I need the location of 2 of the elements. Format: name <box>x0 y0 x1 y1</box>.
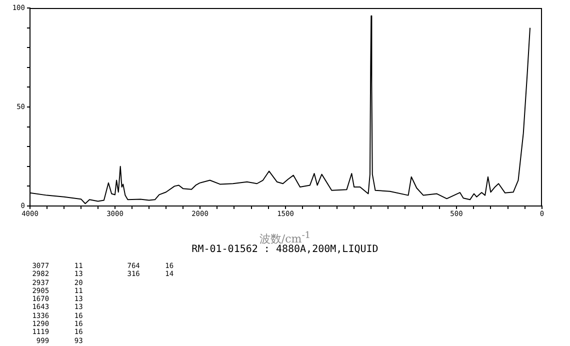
text: RM-01-01562 : 4880A,200M,LIQUID <box>190 244 380 255</box>
x-axis-title: 波数/cm$^{-1}$ <box>258 230 311 246</box>
